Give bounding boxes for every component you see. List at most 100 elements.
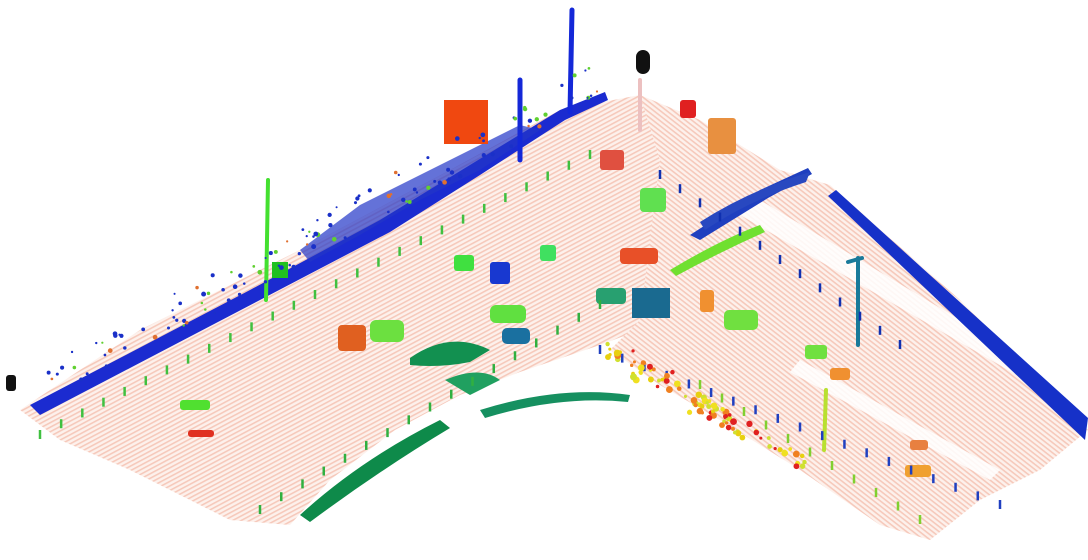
- point: [201, 291, 207, 297]
- point: [46, 370, 51, 375]
- point: [263, 280, 268, 284]
- point: [646, 363, 653, 370]
- point: [781, 449, 789, 457]
- point: [286, 240, 289, 243]
- point: [305, 235, 308, 238]
- vehicle: [700, 290, 714, 312]
- point: [572, 73, 577, 78]
- point: [719, 422, 725, 429]
- point: [759, 436, 763, 440]
- point: [118, 333, 121, 336]
- point: [570, 96, 574, 100]
- point: [418, 162, 422, 166]
- pole: [567, 7, 575, 115]
- point: [79, 377, 83, 382]
- sign-green: [272, 262, 288, 278]
- point: [50, 377, 54, 381]
- point: [123, 346, 127, 350]
- point: [107, 348, 113, 353]
- point: [630, 373, 637, 381]
- point: [651, 367, 656, 372]
- point: [152, 334, 158, 340]
- point: [660, 377, 665, 382]
- vehicle: [188, 430, 214, 437]
- point: [731, 426, 735, 431]
- point: [490, 152, 495, 157]
- point: [357, 194, 361, 198]
- ground-right: [610, 95, 1088, 540]
- point: [699, 403, 705, 409]
- vegetation: [300, 420, 450, 522]
- point: [331, 236, 337, 242]
- pole: [822, 388, 828, 452]
- point: [696, 407, 704, 415]
- point: [204, 308, 207, 311]
- point: [695, 391, 703, 399]
- point: [327, 212, 332, 218]
- point: [447, 177, 451, 181]
- vegetation: [410, 341, 490, 366]
- point: [433, 179, 437, 183]
- point: [637, 364, 645, 372]
- point: [788, 447, 793, 451]
- point: [426, 185, 431, 190]
- vehicle: [490, 305, 526, 323]
- point: [722, 419, 726, 424]
- point: [663, 377, 670, 384]
- point: [673, 380, 681, 388]
- scatter-points: [38, 66, 1002, 524]
- point: [676, 386, 682, 391]
- point: [664, 372, 670, 379]
- vehicle: [338, 325, 366, 351]
- point: [343, 236, 347, 240]
- point: [513, 116, 518, 121]
- point: [730, 418, 737, 426]
- point: [586, 96, 589, 99]
- point: [584, 69, 587, 72]
- billboard: [444, 100, 488, 144]
- vehicle: [454, 255, 474, 271]
- point: [389, 192, 393, 196]
- point: [799, 453, 805, 459]
- point: [200, 301, 204, 305]
- point: [387, 210, 390, 214]
- point: [792, 450, 800, 458]
- point: [172, 316, 176, 319]
- point: [238, 273, 243, 278]
- point: [173, 292, 176, 295]
- point: [746, 420, 753, 427]
- point: [735, 430, 742, 437]
- point: [264, 256, 267, 259]
- point: [55, 372, 59, 376]
- point: [802, 459, 807, 465]
- point: [560, 83, 564, 88]
- point: [446, 167, 451, 172]
- pole: [264, 178, 270, 302]
- point: [537, 124, 542, 129]
- vehicle: [670, 225, 765, 276]
- point: [60, 365, 65, 370]
- point: [657, 378, 661, 383]
- point: [305, 243, 309, 246]
- vehicle: [708, 118, 736, 154]
- point: [632, 360, 637, 364]
- vehicle: [600, 150, 624, 170]
- point: [70, 350, 74, 354]
- point: [113, 333, 118, 338]
- point: [355, 196, 360, 201]
- vehicle: [180, 400, 210, 410]
- point: [415, 191, 419, 194]
- point: [725, 424, 732, 431]
- point: [311, 244, 317, 250]
- point: [608, 347, 612, 351]
- point: [578, 105, 582, 109]
- point: [693, 403, 698, 408]
- point: [328, 222, 333, 228]
- point: [401, 197, 406, 202]
- point: [686, 409, 693, 415]
- point: [683, 394, 688, 398]
- point: [230, 270, 233, 274]
- point: [595, 90, 599, 93]
- point: [739, 434, 746, 441]
